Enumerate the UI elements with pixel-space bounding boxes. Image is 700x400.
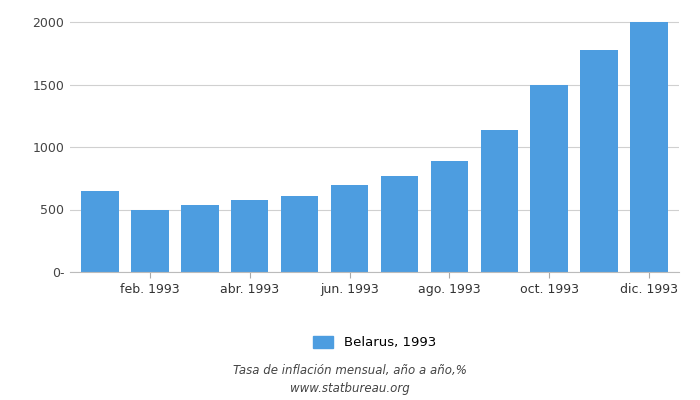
Text: www.statbureau.org: www.statbureau.org xyxy=(290,382,410,395)
Bar xyxy=(281,196,318,272)
Bar xyxy=(331,184,368,272)
Bar xyxy=(531,84,568,272)
Bar xyxy=(381,176,418,272)
Bar xyxy=(231,200,268,272)
Bar xyxy=(430,161,468,272)
Bar xyxy=(580,50,618,272)
Text: Tasa de inflación mensual, año a año,%: Tasa de inflación mensual, año a año,% xyxy=(233,364,467,377)
Bar xyxy=(481,130,518,272)
Bar xyxy=(630,22,668,272)
Legend: Belarus, 1993: Belarus, 1993 xyxy=(313,336,436,349)
Bar xyxy=(81,191,119,272)
Bar xyxy=(181,205,218,272)
Bar xyxy=(131,210,169,272)
